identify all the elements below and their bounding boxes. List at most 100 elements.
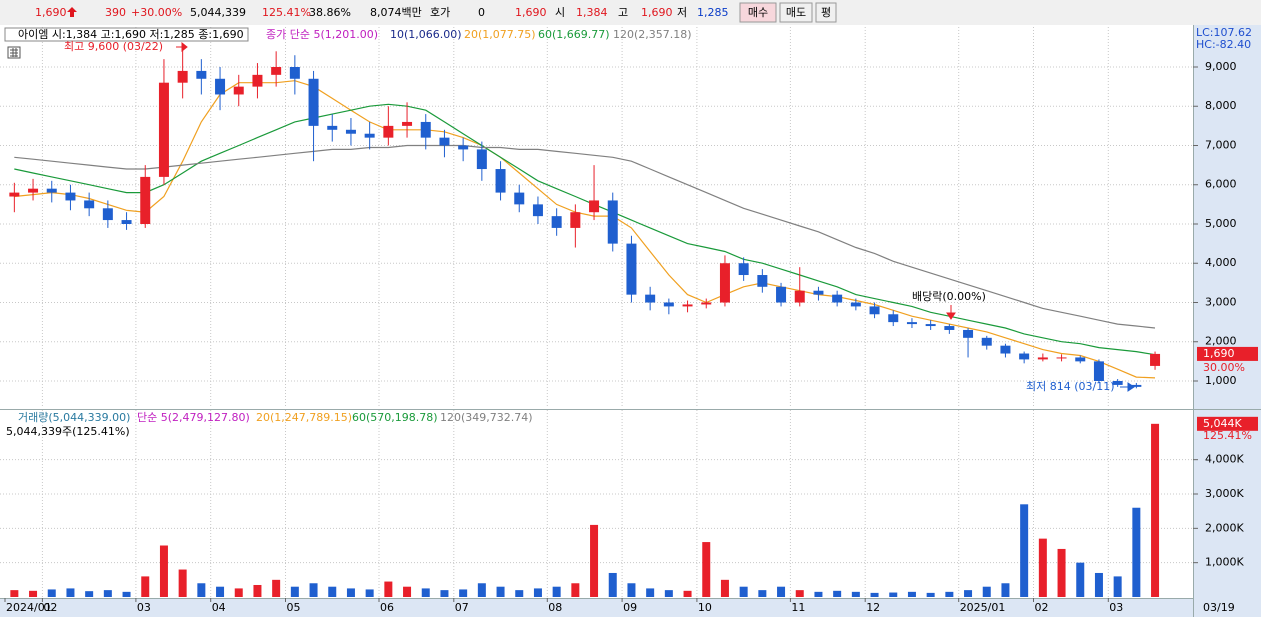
candle-body bbox=[9, 192, 20, 197]
volume-bar bbox=[477, 583, 486, 597]
toolbar-value: 저 bbox=[677, 6, 687, 19]
candle-body bbox=[757, 275, 768, 287]
toolbar-value: 호가 bbox=[430, 6, 450, 19]
x-tick-label: 04 bbox=[212, 601, 226, 614]
candle-body bbox=[327, 125, 338, 130]
volume-bar bbox=[234, 588, 243, 597]
volume-bar bbox=[982, 586, 991, 597]
volume-bar bbox=[346, 588, 355, 597]
candle-body bbox=[682, 304, 693, 307]
legend-box bbox=[4, 27, 249, 42]
volume-bar bbox=[141, 576, 150, 597]
volume-tag bbox=[1197, 416, 1258, 431]
x-tick-label: 05 bbox=[287, 601, 301, 614]
volume-bar bbox=[571, 583, 580, 597]
volume-bar bbox=[309, 583, 318, 597]
volume-bar bbox=[627, 583, 636, 597]
volume-bar bbox=[421, 588, 430, 597]
button-label[interactable]: 매수 bbox=[748, 6, 768, 19]
x-tick-label: 02 bbox=[43, 601, 57, 614]
candle-body bbox=[345, 129, 356, 134]
annotation: 배당락(0.00%) bbox=[912, 290, 986, 303]
button-label[interactable]: 매도 bbox=[786, 6, 806, 19]
candle-body bbox=[233, 86, 244, 95]
candle-body bbox=[495, 169, 506, 193]
volume-bar bbox=[646, 588, 655, 597]
price-tag bbox=[1197, 346, 1258, 361]
volume-bar bbox=[159, 545, 168, 597]
y-tick-label: 4,000 bbox=[1205, 256, 1237, 269]
candle-body bbox=[701, 302, 712, 305]
candle-body bbox=[1000, 345, 1011, 354]
button[interactable] bbox=[779, 2, 813, 23]
candle-body bbox=[1075, 357, 1086, 362]
ratio-tag: 125.41% bbox=[1203, 429, 1252, 442]
x-tick-label: 06 bbox=[380, 601, 394, 614]
volume-bar bbox=[739, 586, 748, 597]
legend-entry: 120(349,732.74) bbox=[440, 411, 533, 424]
x-tick-label: 12 bbox=[866, 601, 880, 614]
candle-body bbox=[645, 294, 656, 303]
y-tick-label: 2,000K bbox=[1205, 521, 1244, 534]
annotation-arrow bbox=[176, 41, 188, 53]
candle-body bbox=[289, 66, 300, 79]
volume-bar bbox=[795, 590, 804, 597]
candle-body bbox=[402, 121, 413, 126]
candle-body bbox=[532, 204, 543, 217]
toolbar-value: 1,384 bbox=[576, 6, 608, 19]
candle-body bbox=[196, 70, 207, 79]
volume-bar bbox=[1076, 562, 1085, 597]
candle-body bbox=[570, 212, 581, 228]
volume-bar bbox=[702, 542, 711, 597]
volume-bar bbox=[403, 586, 412, 597]
volume-bar bbox=[216, 586, 225, 597]
candle-body bbox=[589, 200, 600, 213]
candle-body bbox=[963, 329, 974, 338]
volume-bar bbox=[664, 590, 673, 597]
toolbar-value: 5,044,339 bbox=[190, 6, 246, 19]
button-label[interactable]: 평 bbox=[821, 6, 831, 19]
volume-bar bbox=[926, 592, 935, 597]
candle-body bbox=[46, 188, 57, 193]
legend-entry: 120(2,357.18) bbox=[613, 28, 692, 41]
volume-bar bbox=[103, 590, 112, 597]
volume-bar bbox=[1094, 572, 1103, 597]
candle-body bbox=[102, 208, 113, 221]
volume-bar bbox=[328, 586, 337, 597]
volume-bar bbox=[272, 579, 281, 597]
y-tick-label: 1,000 bbox=[1205, 374, 1237, 387]
candle-body bbox=[888, 314, 899, 323]
candle-body bbox=[607, 200, 618, 244]
legend-entry: 10(1,066.00) bbox=[390, 28, 462, 41]
y-tick-label: 7,000 bbox=[1205, 138, 1237, 151]
y-tick-label: 8,000 bbox=[1205, 99, 1237, 112]
x-tick-label: 2024/01 bbox=[6, 601, 52, 614]
volume-bar bbox=[907, 591, 916, 597]
candle-body bbox=[121, 220, 132, 224]
candle-body bbox=[177, 70, 188, 83]
candle-body bbox=[28, 188, 39, 193]
candle-body bbox=[84, 200, 95, 209]
volume-bar bbox=[66, 588, 75, 597]
candle-body bbox=[626, 243, 637, 295]
x-tick-label: 11 bbox=[791, 601, 805, 614]
button[interactable] bbox=[815, 2, 837, 23]
x-tick-label: 02 bbox=[1035, 601, 1049, 614]
y-tick-label: 6,000 bbox=[1205, 178, 1237, 191]
volume-bar bbox=[178, 569, 187, 597]
legend-entry: 20(1,247,789.15) bbox=[256, 411, 352, 424]
x-tick-label: 10 bbox=[698, 601, 712, 614]
y-tick-label: 2,000 bbox=[1205, 335, 1237, 348]
last-date: 03/19 bbox=[1203, 601, 1235, 614]
annotation-arrow bbox=[946, 305, 956, 320]
volume-bar bbox=[496, 586, 505, 597]
annotation: 최저 814 (03/11) bbox=[1026, 380, 1115, 393]
legend-entry: 종가 단순 5(1,201.00) bbox=[266, 28, 378, 41]
toolbar-value: 38.86% bbox=[309, 6, 351, 19]
button[interactable] bbox=[739, 2, 777, 23]
candle-body bbox=[738, 263, 749, 276]
volume-bar bbox=[85, 591, 94, 597]
candle-body bbox=[364, 133, 375, 138]
candle-body bbox=[663, 302, 674, 307]
